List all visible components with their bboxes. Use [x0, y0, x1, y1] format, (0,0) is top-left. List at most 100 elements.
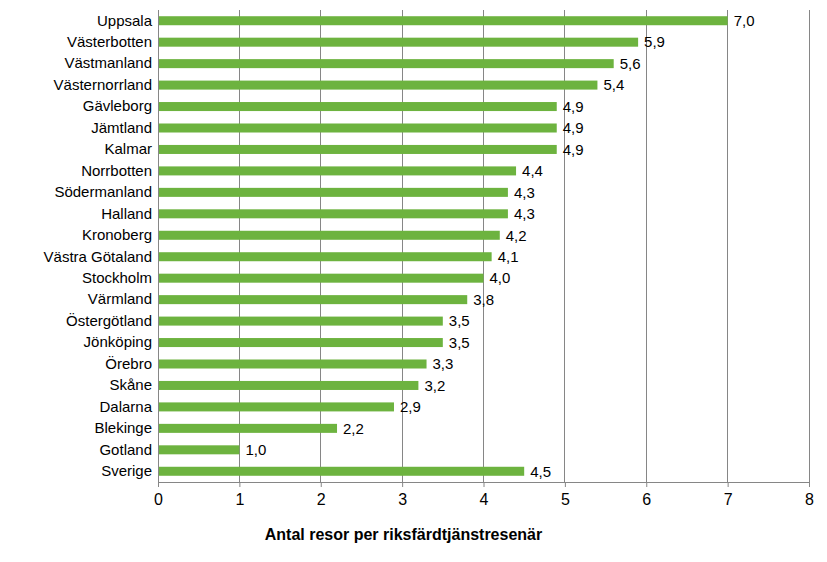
bar: [158, 59, 614, 68]
data-label: 4,9: [563, 119, 584, 136]
tick-mark: [321, 482, 322, 487]
x-axis-line: [159, 483, 810, 488]
data-label: 2,2: [343, 420, 364, 437]
category-label: Västernorrland: [54, 76, 152, 93]
tick: 4: [480, 482, 489, 508]
category-label: Blekinge: [94, 419, 152, 436]
tick: 3: [398, 482, 407, 508]
tick-mark: [809, 482, 810, 487]
tick-mark: [158, 482, 159, 487]
category-tick: Blekinge: [94, 419, 158, 436]
data-label: 4,5: [530, 463, 551, 480]
category-label: Norrbotten: [81, 162, 152, 179]
tick-mark: [402, 482, 403, 487]
category-tick: Jämtland: [91, 119, 158, 136]
bar: [158, 424, 337, 433]
bar: [158, 81, 597, 90]
tick-label: 0: [154, 491, 163, 508]
bar: [158, 145, 557, 154]
data-label: 5,4: [603, 76, 624, 93]
tick: 8: [805, 482, 814, 508]
data-label: 3,3: [433, 355, 454, 372]
tick: 7: [724, 482, 733, 508]
bar: [158, 231, 500, 240]
category-tick: Västerbotten: [67, 33, 158, 50]
category-tick: Västmanland: [64, 54, 158, 71]
category-label: Uppsala: [97, 12, 153, 29]
tick-label: 8: [805, 491, 814, 508]
tick-mark: [565, 482, 566, 487]
bar: [158, 359, 427, 368]
category-label: Dalarna: [99, 398, 152, 415]
data-label: 4,2: [506, 227, 527, 244]
category-tick: Skåne: [109, 376, 158, 393]
y-axis-line: [158, 11, 159, 483]
x-axis: 0 1 2 3 4 5 6 7 8: [154, 482, 814, 508]
bar: [158, 38, 638, 47]
bar: [158, 381, 418, 390]
category-tick: Östergötland: [66, 312, 158, 329]
category-tick: Stockholm: [82, 269, 158, 286]
data-label: 4,3: [514, 205, 535, 222]
category-tick: Uppsala: [97, 12, 158, 29]
category-label: Västerbotten: [67, 33, 152, 50]
category-tick: Kronoberg: [82, 226, 158, 243]
data-label: 1,0: [245, 441, 266, 458]
category-label: Skåne: [109, 376, 152, 393]
category-tick: Kalmar: [104, 140, 158, 157]
data-label: 5,9: [644, 33, 665, 50]
category-label: Jämtland: [91, 119, 152, 136]
x-axis-title: Antal resor per riksfärdtjänstresenär: [265, 526, 542, 543]
data-label: 4,1: [498, 248, 519, 265]
bar: [158, 123, 557, 132]
bar: [158, 295, 467, 304]
bar: [158, 467, 524, 476]
data-label: 3,8: [473, 291, 494, 308]
grid-line: [809, 10, 810, 482]
category-tick: Västernorrland: [54, 76, 158, 93]
data-label: 3,5: [449, 334, 470, 351]
category-tick: Halland: [101, 205, 158, 222]
category-label: Kronoberg: [82, 226, 152, 243]
category-label: Stockholm: [82, 269, 152, 286]
data-label: 4,9: [563, 141, 584, 158]
category-label: Södermanland: [54, 183, 152, 200]
data-label: 4,3: [514, 184, 535, 201]
data-label: 4,9: [563, 98, 584, 115]
bar: [158, 102, 557, 111]
category-tick: Värmland: [88, 290, 158, 307]
bar: [158, 402, 394, 411]
data-label: 4,4: [522, 162, 543, 179]
category-label: Halland: [101, 205, 152, 222]
tick: 6: [642, 482, 651, 508]
category-tick: Gävleborg: [83, 97, 158, 114]
category-label: Örebro: [105, 355, 152, 372]
category-label: Östergötland: [66, 312, 152, 329]
bar: [158, 188, 508, 197]
tick-label: 7: [724, 491, 733, 508]
data-label: 5,6: [620, 55, 641, 72]
tick: 2: [317, 482, 326, 508]
tick-label: 1: [235, 491, 244, 508]
grid-line: [646, 10, 647, 482]
grid-line: [158, 10, 159, 482]
category-tick: Norrbotten: [81, 162, 158, 179]
plot: 0 1 2 3 4 5 6 7 8 Uppsala Västerbotten Västmanland V…: [44, 10, 814, 508]
category-tick: Sverige: [101, 462, 158, 479]
category-label: Gävleborg: [83, 97, 152, 114]
grid: [158, 10, 809, 482]
y-axis: Uppsala Västerbotten Västmanland Västernorr…: [44, 11, 159, 483]
tick-label: 4: [480, 491, 489, 508]
category-tick: Dalarna: [99, 398, 158, 415]
tick-label: 6: [642, 491, 651, 508]
bar: [158, 252, 492, 261]
bar: [158, 317, 443, 326]
tick-label: 2: [317, 491, 326, 508]
tick: 5: [561, 482, 570, 508]
bar: [158, 16, 728, 25]
bar: [158, 445, 239, 454]
tick: 0: [154, 482, 163, 508]
chart: 0 1 2 3 4 5 6 7 8 Uppsala Västerbotten Västmanland V…: [0, 0, 827, 562]
category-tick: Västra Götaland: [44, 248, 158, 265]
tick-mark: [646, 482, 647, 487]
